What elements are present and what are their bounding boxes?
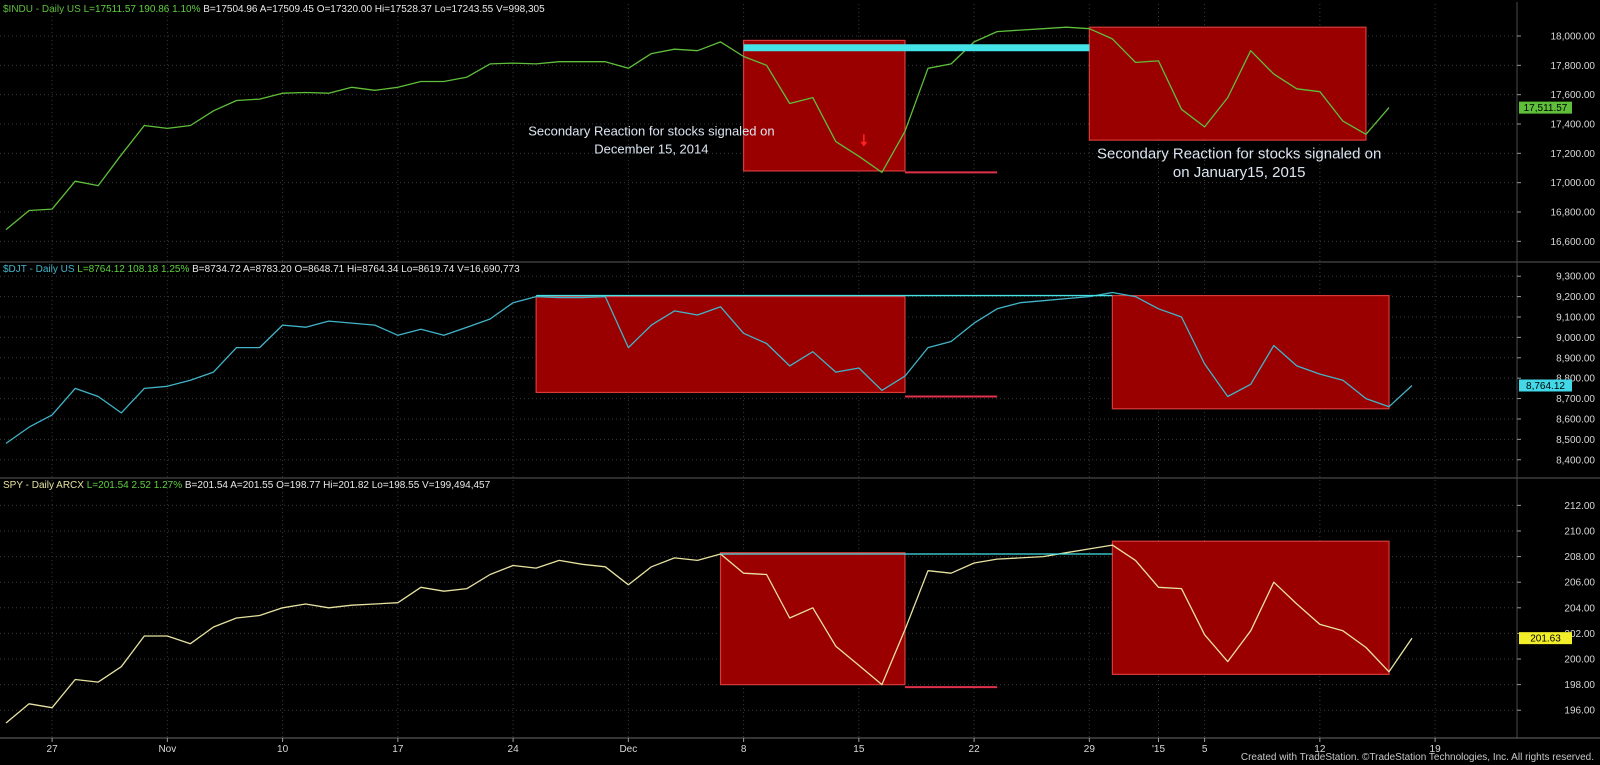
indu-reaction-box: [742, 39, 906, 172]
indu-header-change: 190.86: [136, 4, 170, 15]
spy-reaction-box: [1111, 540, 1390, 675]
spy-reaction-box: [719, 552, 906, 686]
spy-y-tick-label: 206.00: [1564, 578, 1595, 589]
djt-y-tick-label: 8,900.00: [1556, 353, 1595, 364]
x-tick-label: 8: [741, 744, 747, 755]
djt-y-tick-label: 8,600.00: [1556, 414, 1595, 425]
x-tick-label: 5: [1202, 744, 1208, 755]
spy-price-line: [5, 544, 1413, 724]
indu-y-tick-label: 16,800.00: [1551, 208, 1596, 219]
indu-header: $INDU - Daily US L=17511.57 190.86 1.10%…: [3, 4, 545, 15]
spy-y-tick-label: 202.00: [1564, 629, 1595, 640]
indu-price-line: [5, 26, 1390, 231]
djt-y-tick-label: 9,000.00: [1556, 333, 1595, 344]
x-tick-label: 10: [277, 744, 289, 755]
x-tick-label: 17: [392, 744, 404, 755]
djt-last-value-marker: [1519, 379, 1572, 392]
price-axis: 16,600.00 16,800.00 17,000.00 17,200.00 17,4…: [1517, 32, 1595, 717]
indu-y-tick-label: 17,200.00: [1551, 149, 1596, 160]
indu-reaction-box: [1088, 26, 1367, 141]
indu-y-tick-label: 17,600.00: [1551, 90, 1596, 101]
djt-reaction-box: [1111, 294, 1390, 410]
x-tick-label: Nov: [158, 744, 176, 755]
djt-header-pct: 1.25%: [158, 264, 189, 275]
spy-y-tick-label: 198.00: [1564, 680, 1595, 691]
spy-header-last: L=201.54: [84, 480, 129, 491]
djt-header-change: 108.18: [125, 264, 159, 275]
x-tick-label: Dec: [619, 744, 637, 755]
credit-text: Created with TradeStation. ©TradeStation…: [1240, 752, 1594, 763]
spy-y-tick-label: 196.00: [1564, 706, 1595, 717]
djt-header-rest: B=8734.72 A=8783.20 O=8648.71 Hi=8764.34…: [189, 264, 520, 275]
down-arrow-head-icon: [860, 141, 868, 147]
indu-last-value-label: 17,511.57: [1524, 103, 1568, 114]
x-tick-label: 27: [47, 744, 59, 755]
x-tick-label: '15: [1152, 744, 1165, 755]
resistance-support-lines: [536, 44, 1113, 689]
x-tick-label: 29: [1084, 744, 1096, 755]
djt-y-tick-label: 9,300.00: [1556, 272, 1595, 283]
djt-header-last: L=8764.12: [75, 264, 126, 275]
spy-y-tick-label: 212.00: [1564, 501, 1595, 512]
grid-lines: [0, 2, 1600, 739]
indu-header-pct: 1.10%: [169, 4, 200, 15]
spy-y-tick-label: 208.00: [1564, 552, 1595, 563]
djt-reaction-box: [535, 295, 906, 394]
djt-y-tick-label: 8,800.00: [1556, 374, 1595, 385]
djt-y-tick-label: 9,200.00: [1556, 292, 1595, 303]
x-tick-label: 15: [853, 744, 865, 755]
spy-header-symbol: SPY - Daily ARCX: [3, 480, 84, 491]
indu-y-tick-label: 17,800.00: [1551, 61, 1596, 72]
indu-y-tick-label: 16,600.00: [1551, 237, 1596, 248]
reaction-boxes: [535, 26, 1390, 686]
date-axis: 27 Nov 10 17 24 Dec 8 15 22 29 '15 5 12 19: [47, 738, 1442, 755]
price-lines: [5, 26, 1413, 724]
indu-header-last: L=17511.57: [81, 4, 137, 15]
djt-y-tick-label: 9,100.00: [1556, 312, 1595, 323]
x-tick-label: 24: [508, 744, 520, 755]
indu-annotation: Secondary Reaction for stocks signaled o…: [528, 124, 774, 139]
djt-y-tick-label: 8,500.00: [1556, 435, 1595, 446]
indu-last-value-marker: [1519, 101, 1572, 114]
spy-header-pct: 1.27%: [151, 480, 182, 491]
indu-annotation: December 15, 2014: [594, 141, 708, 156]
djt-y-tick-label: 8,700.00: [1556, 394, 1595, 405]
indu-annotation: Secondary Reaction for stocks signaled o…: [1097, 145, 1381, 162]
djt-last-value-label: 8,764.12: [1526, 381, 1565, 392]
spy-header-change: 2.52: [129, 480, 152, 491]
x-tick-label: 22: [969, 744, 981, 755]
x-tick-label: 19: [1430, 744, 1442, 755]
spy-header: SPY - Daily ARCX L=201.54 2.52 1.27% B=2…: [3, 480, 491, 491]
spy-y-tick-label: 200.00: [1564, 655, 1595, 666]
djt-y-tick-label: 8,400.00: [1556, 455, 1595, 466]
indu-header-symbol: $INDU - Daily US: [3, 4, 81, 15]
indu-y-tick-label: 17,000.00: [1551, 178, 1596, 189]
spy-y-tick-label: 204.00: [1564, 603, 1595, 614]
djt-price-line: [5, 291, 1413, 444]
indu-header-rest: B=17504.96 A=17509.45 O=17320.00 Hi=1752…: [200, 4, 545, 15]
indu-y-tick-label: 18,000.00: [1551, 32, 1596, 43]
spy-header-rest: B=201.54 A=201.55 O=198.77 Hi=201.82 Lo=…: [182, 480, 490, 491]
x-tick-label: 12: [1314, 744, 1326, 755]
indu-annotation: on January15, 2015: [1173, 164, 1306, 181]
spy-y-tick-label: 210.00: [1564, 526, 1595, 537]
djt-header: $DJT - Daily US L=8764.12 108.18 1.25% B…: [3, 264, 520, 275]
spy-last-value-label: 201.63: [1530, 634, 1561, 645]
spy-last-value-marker: [1519, 632, 1572, 645]
chart-text: $INDU - Daily US L=17511.57 190.86 1.10%…: [3, 4, 1381, 491]
djt-header-symbol: $DJT - Daily US: [3, 264, 75, 275]
indu-y-tick-label: 17,400.00: [1551, 120, 1596, 131]
